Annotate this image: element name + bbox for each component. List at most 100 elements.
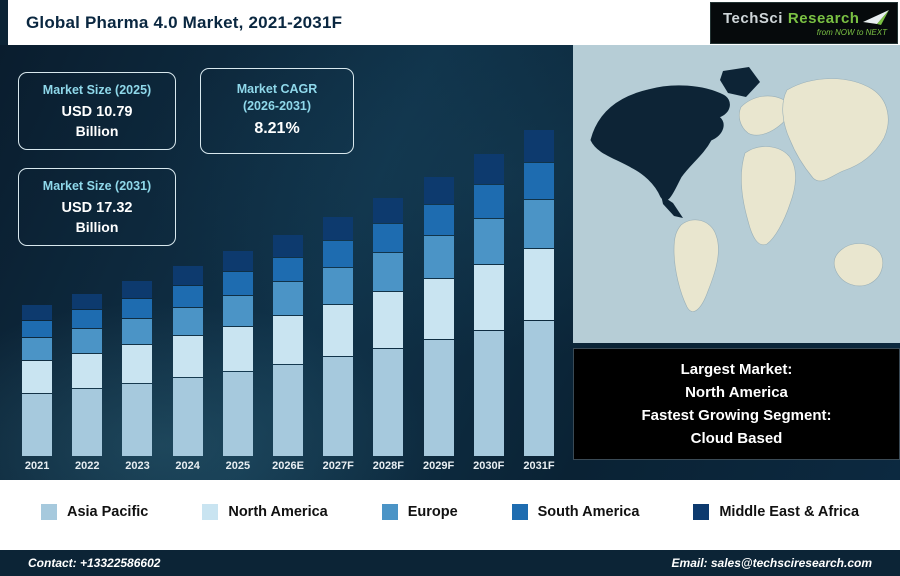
- bar-segment: [473, 331, 504, 456]
- callout-line-fastest-segment-label: Fastest Growing Segment:: [641, 407, 832, 424]
- stat-box-market-cagr: Market CAGR (2026-2031) 8.21%: [200, 68, 354, 154]
- stat-value: USD 17.32: [61, 199, 133, 216]
- legend-label: South America: [537, 504, 640, 520]
- bar-column-2029F: 2029F: [414, 176, 464, 478]
- callout-line-largest-market-value: North America: [685, 383, 788, 401]
- stat-sublabel: (2026-2031): [242, 99, 312, 114]
- page-title: Global Pharma 4.0 Market, 2021-2031F: [26, 12, 343, 32]
- x-axis-label: 2023: [125, 460, 150, 472]
- header-left-edge: [0, 0, 8, 45]
- stat-box-market-size-2031: Market Size (2031) USD 17.32 Billion: [18, 168, 176, 246]
- bar-segment: [523, 163, 554, 199]
- techsci-logo: TechSci Research from NOW to NEXT: [710, 2, 898, 44]
- x-axis-label: 2029F: [422, 460, 455, 472]
- map-south-america: [673, 219, 719, 312]
- bar-segment: [72, 389, 103, 456]
- x-axis-label: 2024: [175, 460, 200, 472]
- legend-item: Middle East & Africa: [693, 504, 859, 520]
- footer-contact: Contact: +13322586602: [28, 556, 161, 570]
- bar-column-2027F: 2027F: [313, 216, 363, 478]
- logo-brandline: TechSci Research: [723, 10, 887, 27]
- map-greenland: [720, 67, 760, 97]
- legend-label: North America: [228, 504, 328, 520]
- map-central-america: [661, 195, 683, 218]
- bar-column-2026E: 2026E: [263, 234, 313, 478]
- bar-segment: [523, 199, 554, 248]
- bar-plot: 2021 2022 2023 2024 2025 2026E 2027F 2028F 2029F…: [12, 58, 564, 478]
- x-axis-label: 2026E: [272, 460, 304, 472]
- x-axis-label: 2021: [24, 460, 50, 472]
- legend-swatch: [202, 504, 219, 520]
- bar-segment: [172, 378, 203, 456]
- map-north-america: [590, 85, 730, 201]
- bar-column-2022: 2022: [62, 293, 112, 478]
- x-axis-label: 2030F: [473, 460, 505, 472]
- header-bar: Global Pharma 4.0 Market, 2021-2031F Tec…: [0, 0, 900, 45]
- bar-segment: [373, 292, 404, 349]
- legend-swatch: [381, 504, 398, 520]
- bar-segment: [122, 298, 153, 318]
- bar-segment: [373, 253, 404, 292]
- bar-segment: [172, 307, 203, 336]
- bar-segment: [222, 371, 253, 456]
- legend-label: Asia Pacific: [66, 504, 149, 520]
- bar-segment: [22, 321, 53, 338]
- bar-column-2021: 2021: [12, 305, 62, 478]
- map-europe: [738, 95, 789, 136]
- stat-label: Market Size (2031): [42, 178, 152, 193]
- bar-segment: [473, 185, 504, 218]
- legend-item: South America: [511, 504, 640, 520]
- bar-segment: [473, 218, 504, 264]
- stat-box-market-size-2025: Market Size (2025) USD 10.79 Billion: [18, 72, 176, 150]
- footer-bar: Contact: +13322586602 Email: sales@techs…: [0, 550, 900, 576]
- bar-segment: [423, 340, 454, 456]
- bar-segment: [373, 224, 404, 253]
- legend: Asia Pacific North America Europe South Ame…: [0, 480, 900, 544]
- bar-column-2031F: 2031F: [514, 129, 564, 478]
- logo-brand-secondary: Research: [787, 9, 860, 27]
- bar-segment: [273, 257, 304, 282]
- stat-unit: Billion: [75, 218, 119, 235]
- bar-segment: [172, 266, 203, 286]
- bar-segment: [423, 236, 454, 278]
- bar-segment: [172, 286, 203, 307]
- bar-segment: [222, 272, 253, 295]
- bar-segment: [473, 264, 504, 330]
- footer-email: Email: sales@techsciresearch.com: [671, 556, 872, 570]
- world-map: [573, 45, 900, 343]
- bar-segment: [172, 336, 203, 378]
- bar-column-2028F: 2028F: [363, 197, 413, 478]
- legend-label: Middle East & Africa: [719, 504, 860, 520]
- logo-brand-primary: TechSci: [723, 9, 783, 27]
- bar-segment: [122, 384, 153, 456]
- bar-segment: [323, 241, 354, 268]
- bar-segment: [72, 328, 103, 353]
- bar-segment: [373, 197, 404, 224]
- bar-segment: [22, 394, 53, 456]
- stacked-bar: [423, 176, 454, 456]
- bar-segment: [323, 216, 354, 241]
- stacked-bar: [273, 234, 304, 456]
- bar-segment: [122, 280, 153, 298]
- legend-swatch: [511, 504, 528, 520]
- bar-segment: [273, 234, 304, 257]
- bar-segment: [22, 305, 53, 321]
- bar-column-2025: 2025: [213, 251, 263, 478]
- callout-line-fastest-segment-value: Cloud Based: [690, 430, 783, 448]
- stacked-bar: [22, 305, 53, 456]
- map-australia: [833, 243, 883, 287]
- stat-label: Market CAGR: [236, 82, 318, 97]
- bar-segment: [423, 205, 454, 236]
- x-axis-label: 2028F: [372, 460, 404, 472]
- bar-segment: [523, 320, 554, 456]
- logo-tagline: from NOW to NEXT: [816, 27, 887, 37]
- bar-segment: [323, 268, 354, 304]
- legend-item: Asia Pacific: [40, 504, 149, 520]
- bar-column-2023: 2023: [112, 280, 162, 478]
- stacked-bar: [373, 197, 404, 456]
- bar-segment: [423, 278, 454, 340]
- legend-item: Europe: [381, 504, 458, 520]
- bar-segment: [273, 282, 304, 315]
- bar-segment: [72, 353, 103, 389]
